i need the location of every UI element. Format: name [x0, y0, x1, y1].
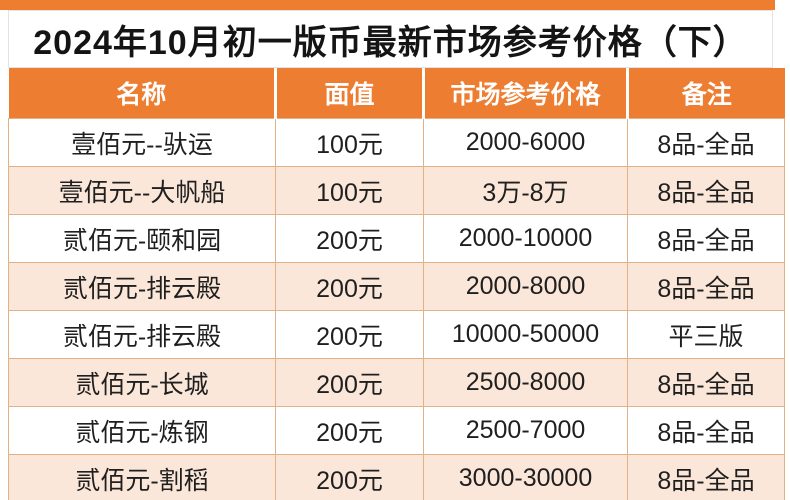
cell-notes: 8品-全品 — [627, 262, 785, 311]
cell-name: 贰佰元-排云殿 — [8, 262, 276, 311]
page-title: 2024年10月初一版币最新市场参考价格（下） — [8, 10, 773, 68]
cell-name: 贰佰元-割稻 — [8, 454, 276, 500]
table-row: 贰佰元-割稻 200元 3000-30000 8品-全品 — [8, 454, 785, 500]
table-header: 名称 面值 市场参考价格 备注 — [8, 68, 785, 119]
cell-face-value: 200元 — [275, 406, 424, 455]
header-row: 名称 面值 市场参考价格 备注 — [8, 68, 785, 119]
table-row: 壹佰元--驮运 100元 2000-6000 8品-全品 — [8, 118, 785, 167]
column-header-market-price: 市场参考价格 — [423, 68, 629, 119]
cell-market-price: 2500-7000 — [423, 406, 628, 455]
cell-notes: 8品-全品 — [627, 166, 785, 215]
cell-face-value: 100元 — [275, 118, 424, 167]
cell-notes: 8品-全品 — [627, 214, 785, 263]
cell-market-price: 3000-30000 — [423, 454, 628, 500]
cell-market-price: 2500-8000 — [423, 358, 628, 407]
column-header-face-value: 面值 — [275, 68, 425, 119]
cell-face-value: 100元 — [275, 166, 424, 215]
cell-notes: 8品-全品 — [627, 358, 785, 407]
price-table: 名称 面值 市场参考价格 备注 壹佰元--驮运 100元 2000-6000 8品-全… — [8, 68, 785, 500]
cell-face-value: 200元 — [275, 454, 424, 500]
cell-name: 贰佰元-颐和园 — [8, 214, 276, 263]
cell-name: 壹佰元--驮运 — [8, 118, 276, 167]
table-body: 壹佰元--驮运 100元 2000-6000 8品-全品 壹佰元--大帆船 100元 3万-… — [8, 118, 785, 500]
cell-market-price: 2000-6000 — [423, 118, 628, 167]
cell-name: 贰佰元-长城 — [8, 358, 276, 407]
table-row: 贰佰元-排云殿 200元 2000-8000 8品-全品 — [8, 262, 785, 311]
cell-market-price: 10000-50000 — [423, 310, 628, 359]
table-row: 贰佰元-排云殿 200元 10000-50000 平三版 — [8, 310, 785, 359]
cell-face-value: 200元 — [275, 262, 424, 311]
cell-face-value: 200元 — [275, 358, 424, 407]
cell-face-value: 200元 — [275, 214, 424, 263]
cell-market-price: 2000-8000 — [423, 262, 628, 311]
table-row: 贰佰元-颐和园 200元 2000-10000 8品-全品 — [8, 214, 785, 263]
cell-notes: 平三版 — [627, 310, 785, 359]
cell-notes: 8品-全品 — [627, 454, 785, 500]
column-header-notes: 备注 — [627, 68, 785, 119]
cell-notes: 8品-全品 — [627, 118, 785, 167]
top-accent-bar — [0, 0, 775, 10]
column-header-name: 名称 — [8, 68, 277, 119]
table-row: 贰佰元-长城 200元 2500-8000 8品-全品 — [8, 358, 785, 407]
cell-name: 壹佰元--大帆船 — [8, 166, 276, 215]
cell-notes: 8品-全品 — [627, 406, 785, 455]
cell-face-value: 200元 — [275, 310, 424, 359]
cell-name: 贰佰元-排云殿 — [8, 310, 276, 359]
cell-market-price: 2000-10000 — [423, 214, 628, 263]
table-row: 贰佰元-炼钢 200元 2500-7000 8品-全品 — [8, 406, 785, 455]
cell-name: 贰佰元-炼钢 — [8, 406, 276, 455]
table-row: 壹佰元--大帆船 100元 3万-8万 8品-全品 — [8, 166, 785, 215]
cell-market-price: 3万-8万 — [423, 166, 628, 215]
